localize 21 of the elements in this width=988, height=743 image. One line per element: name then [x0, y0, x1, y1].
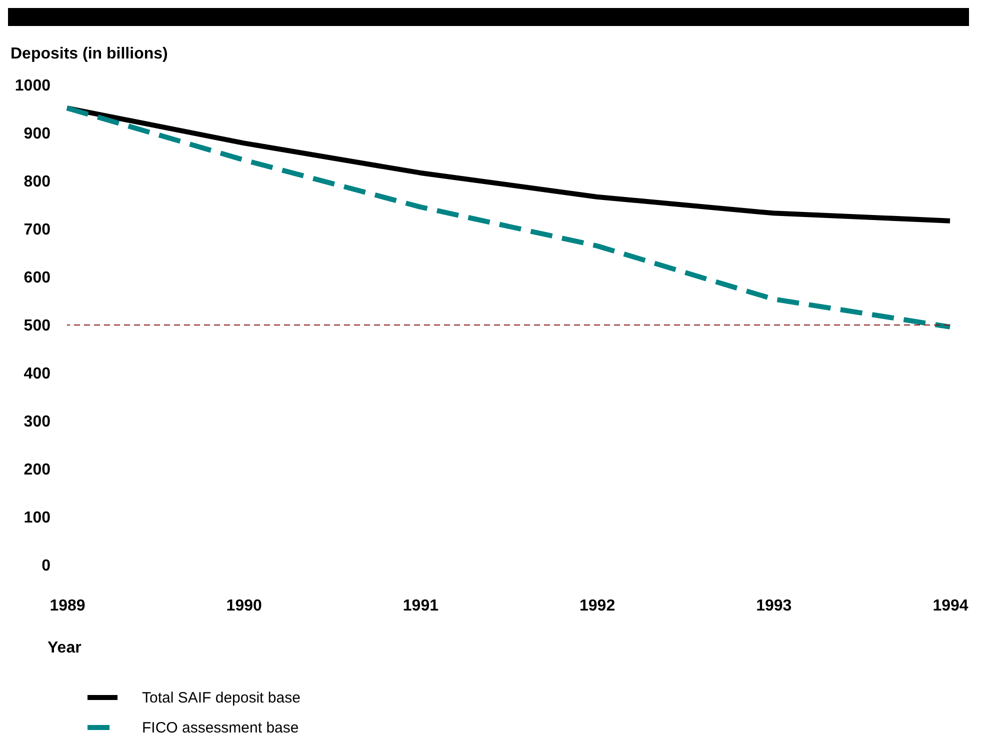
y-axis-title: Deposits (in billions): [10, 46, 168, 62]
x-tick-label: 1992: [580, 598, 616, 614]
y-tick-label: 600: [24, 270, 51, 286]
x-tick-label: 1989: [50, 598, 86, 614]
x-tick-label: 1991: [402, 598, 439, 614]
y-tick-label: 500: [24, 318, 51, 334]
x-tick-label: 1994: [932, 598, 968, 614]
y-tick-label: 700: [24, 222, 51, 238]
y-tick-label: 900: [24, 126, 51, 142]
legend-label: Total SAIF deposit base: [142, 690, 300, 706]
y-tick-label: 200: [24, 462, 51, 478]
y-tick-label: 100: [24, 510, 51, 526]
y-tick-label: 800: [24, 174, 51, 190]
y-tick-label: 0: [42, 558, 51, 574]
y-tick-label: 400: [24, 366, 51, 382]
y-tick-label: 300: [24, 414, 51, 430]
x-axis-title: Year: [48, 640, 82, 656]
x-tick-label: 1993: [756, 598, 792, 614]
legend-label: FICO assessment base: [142, 720, 299, 736]
x-tick-label: 1990: [226, 598, 262, 614]
y-tick-label: 1000: [14, 78, 51, 94]
